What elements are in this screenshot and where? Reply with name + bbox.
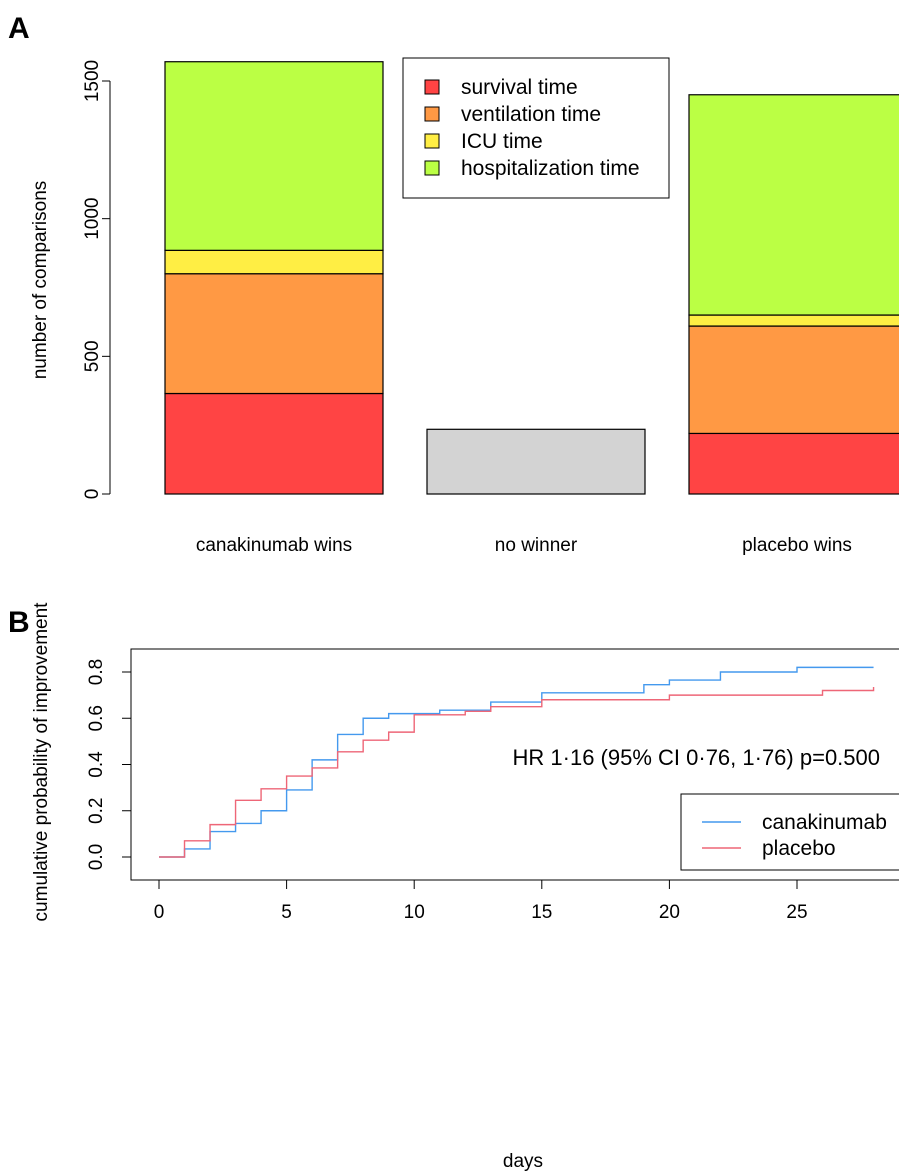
y-axis-title: cumulative probability of improvement	[31, 602, 52, 922]
legend-box	[402, 57, 670, 199]
y-tick-label: 0.2	[86, 798, 107, 824]
x-tick-label: 5	[281, 902, 292, 923]
series-line-placebo	[159, 687, 875, 858]
legend-label-survival-time: survival time	[461, 76, 578, 99]
x-axis-title: days	[503, 1151, 543, 1172]
legend-swatch-ventilation-time	[424, 106, 440, 122]
category-label-no-winner: no winner	[495, 535, 578, 556]
legend-b: canakinumab placebo	[680, 793, 899, 871]
legend-a: survival time ventilation time ICU time hos…	[402, 57, 670, 199]
y-axis-title: number of comparisons	[30, 181, 51, 380]
x-tick-label: 20	[659, 902, 680, 923]
panel-a-stacked-bar-chart: 0 500 1000 1500 number of comparisons canakin…	[30, 57, 899, 556]
legend-swatch-survival-time	[424, 79, 440, 95]
hazard-ratio-annotation: HR 1·16 (95% CI 0·76, 1·76) p=0.500	[513, 745, 880, 770]
x-tick-label: 10	[404, 902, 425, 923]
panel-b-label: B	[8, 606, 30, 639]
panel-b-cumulative-curve-chart: 0 5 10 15 20 25 days 0.0 0.2 0.4 0.6 0.8 cumulative …	[31, 602, 899, 1172]
legend-label-canakinumab: canakinumab	[762, 811, 887, 834]
legend-swatch-hospitalization-time	[424, 160, 440, 176]
y-tick-label: 500	[82, 340, 103, 372]
x-tick-label: 0	[154, 902, 165, 923]
y-tick-label: 0.4	[86, 751, 107, 778]
bar-segment-placebo-wins-icu-time	[688, 314, 899, 327]
legend-label-icu-time: ICU time	[461, 130, 543, 153]
x-tick-label: 25	[786, 902, 807, 923]
legend-label-hospitalization-time: hospitalization time	[461, 157, 640, 180]
y-tick-label: 0	[82, 489, 103, 500]
bar-segment-canakinumab-wins-survival-time	[164, 392, 384, 495]
bar-segment-canakinumab-wins-ventilation-time	[164, 273, 384, 395]
y-tick-label: 1500	[82, 60, 103, 102]
category-label-placebo-wins: placebo wins	[742, 535, 852, 556]
legend-label-ventilation-time: ventilation time	[461, 103, 601, 126]
bar-segment-placebo-wins-survival-time	[688, 432, 899, 495]
bar-segment-placebo-wins-ventilation-time	[688, 325, 899, 435]
legend-box	[680, 793, 899, 871]
series-line-canakinumab	[159, 666, 874, 858]
bar-segment-canakinumab-wins-icu-time	[164, 249, 384, 275]
bar-segment-no-winner-total	[426, 428, 646, 495]
y-tick-label: 0.0	[86, 844, 107, 870]
legend-swatch-icu-time	[424, 133, 440, 149]
legend-label-placebo: placebo	[762, 837, 836, 860]
y-tick-label: 0.6	[86, 705, 107, 731]
y-tick-label: 1000	[82, 198, 103, 240]
bar-segment-canakinumab-wins-hospitalization-time	[164, 61, 384, 251]
category-label-canakinumab-wins: canakinumab wins	[196, 535, 352, 556]
bar-segment-placebo-wins-hospitalization-time	[688, 94, 899, 316]
x-tick-label: 15	[531, 902, 552, 923]
panel-a-label: A	[8, 12, 30, 45]
y-tick-label: 0.8	[86, 659, 107, 685]
